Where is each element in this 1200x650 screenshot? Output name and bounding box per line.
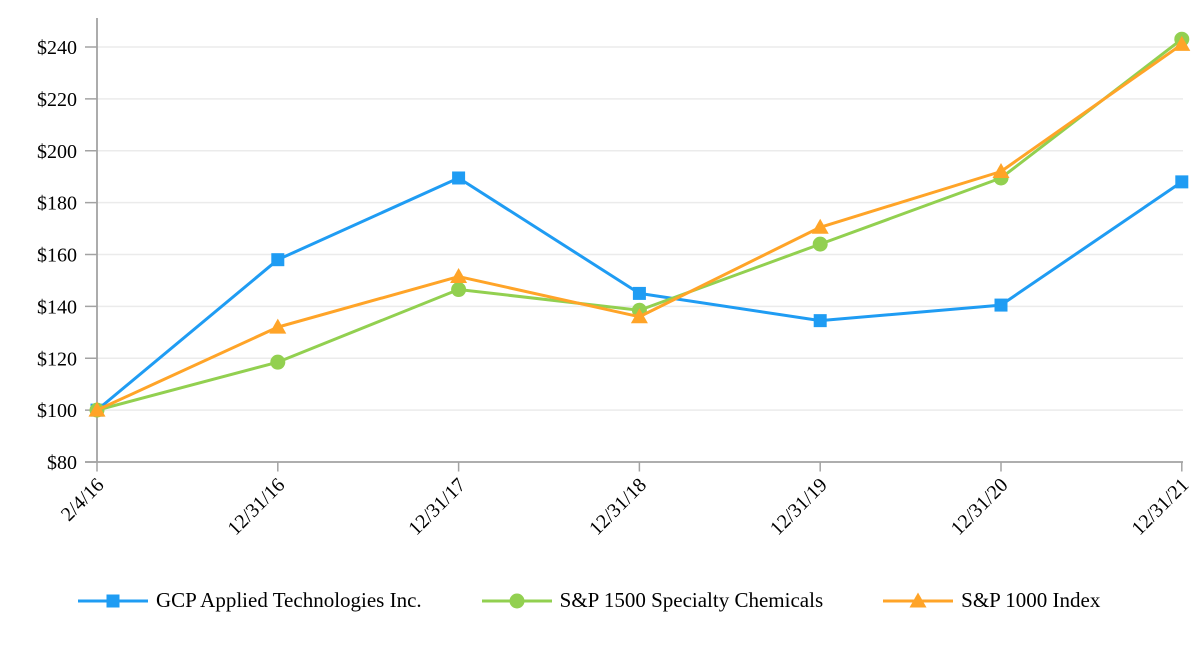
triangle-marker [450, 268, 468, 284]
y-axis-tick-label: $180 [37, 193, 77, 215]
legend-item-s-p-1000-index: S&P 1000 Index [883, 588, 1100, 613]
y-axis-tick-label: $220 [37, 89, 77, 111]
series-gcp-applied-technologies-inc [90, 171, 1189, 417]
legend-item-gcp-applied-technologies-inc: GCP Applied Technologies Inc. [78, 588, 422, 613]
triangle-marker [909, 592, 927, 607]
legend-label: GCP Applied Technologies Inc. [156, 588, 422, 612]
triangle-marker [1173, 35, 1191, 51]
x-axis-tick-label: 12/31/20 [947, 474, 1013, 540]
circle-marker [270, 354, 286, 370]
y-axis-tick-label: $80 [47, 452, 77, 474]
x-axis-tick-label: 12/31/18 [585, 474, 651, 540]
y-axis-tick-label: $140 [37, 296, 77, 318]
circle-swatch-icon [481, 593, 552, 608]
circle-marker [451, 282, 467, 298]
chart-legend: GCP Applied Technologies Inc. S&P 1500 Sp… [78, 588, 1100, 613]
y-axis-tick-label: $200 [37, 141, 77, 163]
y-axis-tick-label: $240 [37, 37, 77, 59]
square-marker [271, 253, 285, 267]
square-marker [994, 298, 1008, 312]
square-marker [813, 314, 827, 328]
legend-label: S&P 1000 Index [961, 588, 1101, 612]
circle-marker [509, 593, 525, 608]
x-axis-tick-label: 12/31/16 [223, 474, 289, 540]
square-marker [1175, 175, 1189, 189]
x-axis-tick-label: 12/31/21 [1127, 474, 1193, 540]
performance-chart: $80 $100 $120 $140 $160 $180 $200 $220 $240 2/4/1… [37, 18, 1193, 540]
x-axis-tick-label: 12/31/19 [766, 474, 832, 540]
series-s-p-1500-specialty-chemicals [89, 31, 1190, 418]
legend-item-s-p-1500-specialty-chemicals: S&P 1500 Specialty Chemicals [481, 588, 824, 613]
square-marker [106, 594, 120, 607]
y-axis-tick-label: $160 [37, 245, 77, 267]
y-axis-tick-label: $120 [37, 348, 77, 370]
series-s-p-1000-index [88, 35, 1191, 417]
y-axis-tick-label: $100 [37, 400, 77, 422]
triangle-marker [630, 308, 648, 324]
circle-marker [812, 236, 828, 252]
square-marker [632, 286, 646, 300]
x-axis-tick-label: 2/4/16 [57, 474, 109, 526]
triangle-marker [269, 318, 287, 334]
legend-label: S&P 1500 Specialty Chemicals [559, 588, 824, 612]
square-marker [452, 171, 466, 185]
triangle-marker [992, 163, 1010, 178]
square-swatch-icon [78, 594, 148, 607]
triangle-swatch-icon [883, 592, 954, 607]
series-line [95, 37, 1184, 412]
triangle-marker [88, 401, 106, 417]
x-axis-tick-label: 12/31/17 [404, 474, 470, 540]
triangle-marker [811, 218, 829, 234]
